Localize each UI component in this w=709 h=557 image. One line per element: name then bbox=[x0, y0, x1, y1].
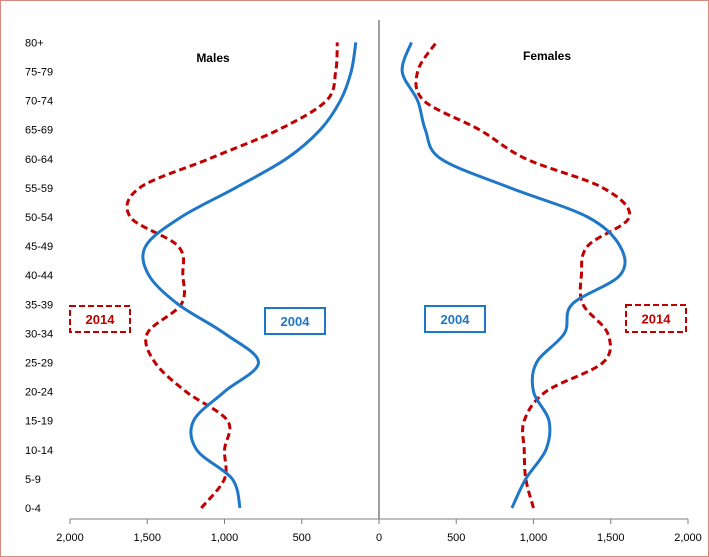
y-category-label: 25-29 bbox=[25, 358, 53, 370]
annotation-box-2014 bbox=[69, 305, 131, 333]
annotation-label-2014: 2014 bbox=[86, 312, 116, 327]
y-category-label: 50-54 bbox=[25, 212, 53, 224]
y-category-label: 20-24 bbox=[25, 387, 53, 399]
x-tick-label: 1,000 bbox=[520, 532, 548, 544]
y-category-label: 10-14 bbox=[25, 445, 53, 457]
x-tick-label: 1,000 bbox=[211, 532, 239, 544]
y-category-label: 65-69 bbox=[25, 125, 53, 137]
x-tick-label: 1,500 bbox=[597, 532, 625, 544]
x-tick-label: 500 bbox=[293, 532, 311, 544]
series-2004-males-line bbox=[141, 42, 358, 509]
annotation-box-2004 bbox=[424, 305, 486, 333]
y-category-label: 0-4 bbox=[25, 503, 41, 515]
y-category-label: 55-59 bbox=[25, 183, 53, 195]
y-category-label: 30-34 bbox=[25, 328, 53, 340]
y-category-label: 45-49 bbox=[25, 241, 53, 253]
y-category-label: 60-64 bbox=[25, 154, 53, 166]
y-category-label: 70-74 bbox=[25, 96, 53, 108]
x-tick-label: 0 bbox=[376, 532, 382, 544]
x-tick-label: 2,000 bbox=[674, 532, 702, 544]
annotation-label-2004: 2004 bbox=[281, 314, 311, 329]
x-tick-label: 500 bbox=[447, 532, 465, 544]
panel-label-males: Males bbox=[196, 51, 230, 65]
x-tick-label: 1,500 bbox=[133, 532, 161, 544]
annotation-box-2004 bbox=[264, 307, 326, 335]
panel-label-females: Females bbox=[523, 49, 571, 63]
annotation-label-2014: 2014 bbox=[642, 312, 672, 327]
y-category-label: 35-39 bbox=[25, 299, 53, 311]
series-2014-females-line bbox=[414, 41, 632, 509]
series-2014-males-line bbox=[125, 42, 339, 509]
y-category-label: 15-19 bbox=[25, 416, 53, 428]
series-2004-females-line bbox=[400, 41, 627, 509]
y-category-label: 5-9 bbox=[25, 474, 41, 486]
y-category-label: 75-79 bbox=[25, 67, 53, 79]
x-tick-label: 2,000 bbox=[56, 532, 84, 544]
y-category-label: 80+ bbox=[25, 37, 44, 49]
annotation-label-2004: 2004 bbox=[441, 312, 471, 327]
annotation-box-2014 bbox=[625, 304, 687, 333]
y-category-label: 40-44 bbox=[25, 270, 53, 282]
